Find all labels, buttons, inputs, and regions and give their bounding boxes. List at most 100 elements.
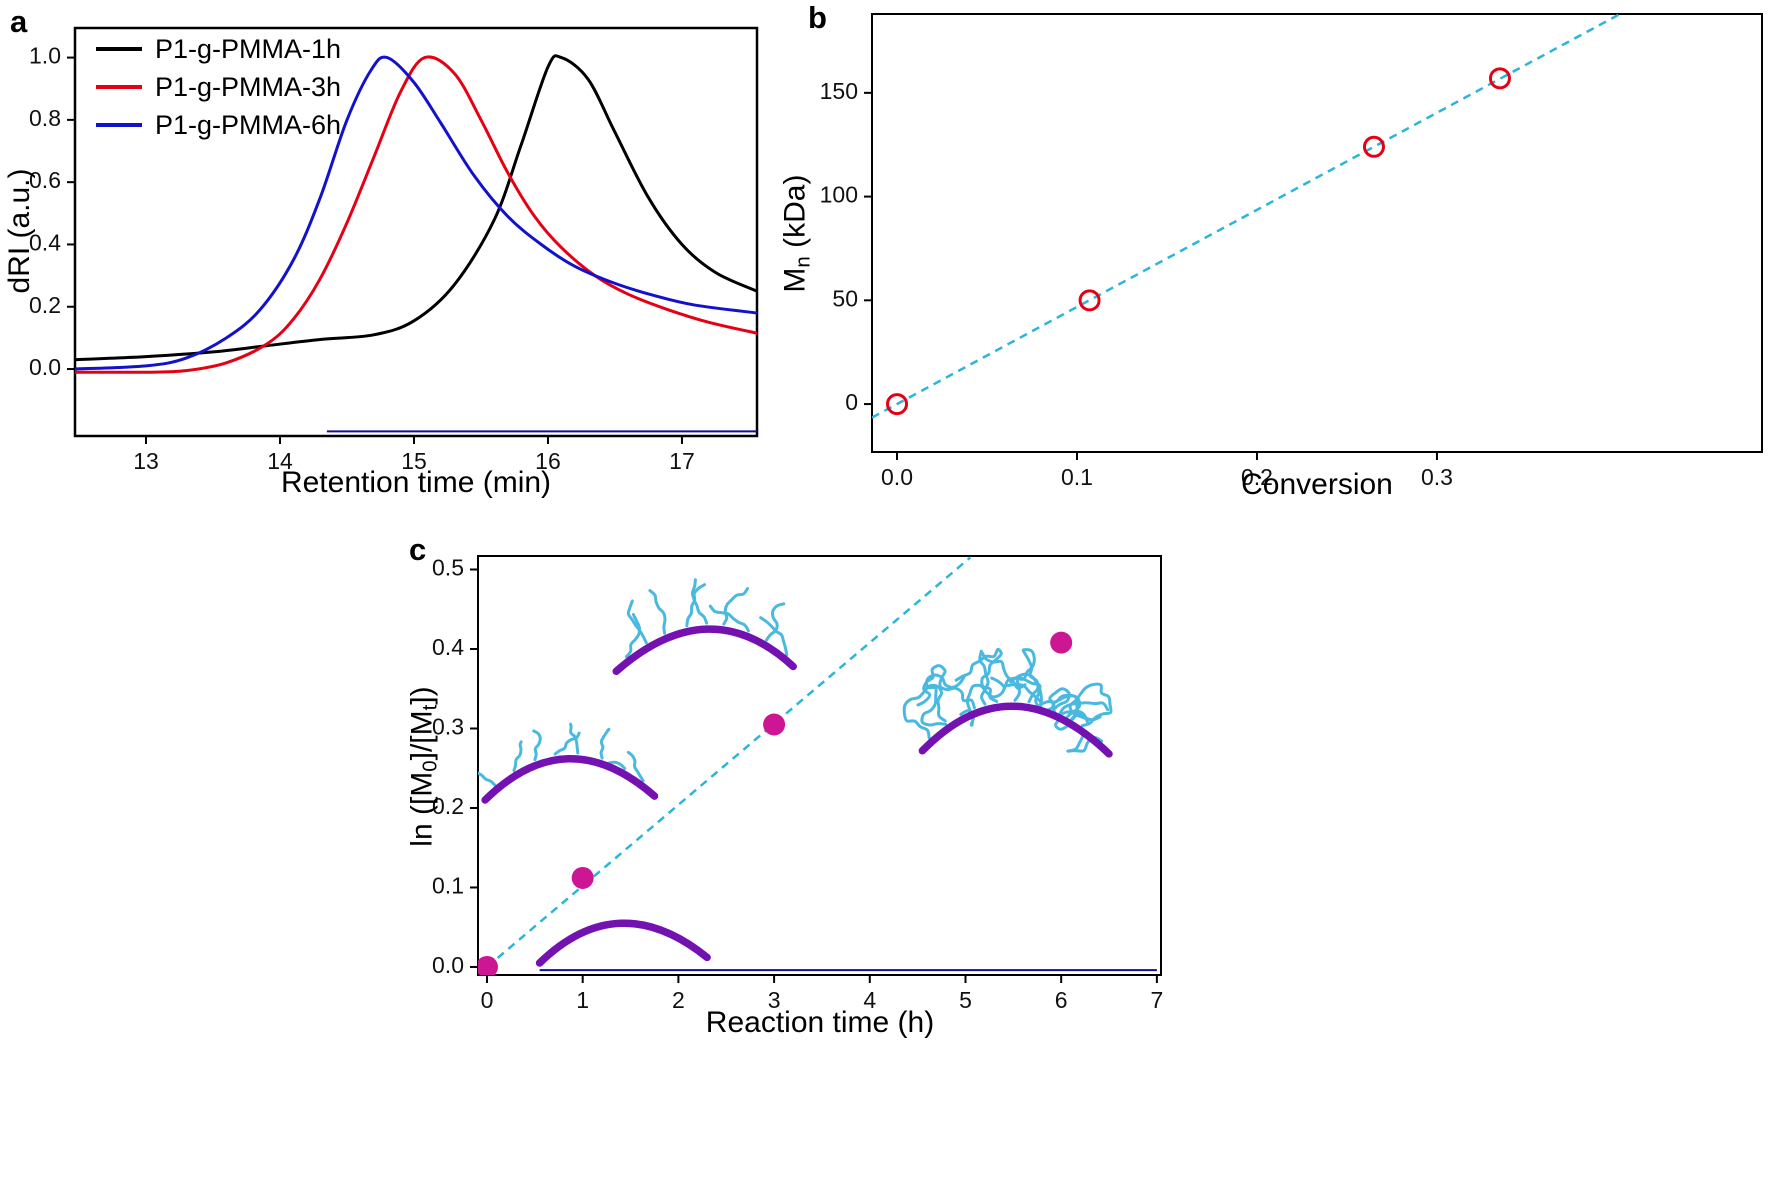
graft-chain (1063, 709, 1104, 753)
graft-chain (512, 740, 523, 773)
x-tick-label: 2 (672, 987, 685, 1013)
panel-a-plot-area (75, 54, 757, 433)
y-tick-label: 0.0 (432, 952, 464, 978)
panel-a-letter: a (10, 4, 28, 39)
panel-b-letter: b (808, 0, 827, 35)
panel-c-ylabel: ln ([M0]/[Mt]) (405, 557, 442, 977)
y-tick-label: 0.3 (432, 714, 464, 740)
x-tick-label: 16 (535, 448, 561, 474)
graft-chain (478, 771, 497, 787)
gpc-trace-p1-g-pmma-1h (75, 54, 757, 362)
graft-chain (708, 604, 750, 633)
axis-label-part: n (792, 256, 815, 268)
legend-label: P1-g-PMMA-6h (155, 109, 342, 140)
panel-b-plot-area (872, 14, 1623, 419)
x-tick-label: 5 (959, 987, 972, 1013)
panel-b-ylabel: Mn (kDa) (778, 24, 815, 444)
graft-chain (626, 599, 648, 645)
graft-chain (599, 727, 611, 760)
y-tick-label: 0.8 (29, 105, 61, 131)
x-tick-label: 4 (863, 987, 876, 1013)
data-point-open-circle (1078, 289, 1101, 312)
medium-graft-chains (612, 578, 797, 676)
axis-label-part: ]) (405, 686, 439, 705)
x-tick-label: 7 (1150, 987, 1163, 1013)
x-tick-label: 1 (576, 987, 589, 1013)
legend-line-red (96, 85, 142, 89)
panel-a-xlabel: Retention time (min) (280, 466, 552, 499)
y-tick-label: 0.4 (29, 230, 61, 256)
data-point-filled-circle (571, 866, 594, 889)
axis-label-part: 0 (419, 760, 442, 772)
axis-label-part: ]/[M (405, 710, 439, 761)
axis-label-part: M (778, 267, 812, 293)
x-tick-label: 14 (267, 448, 293, 474)
panel-c-axes: 0 1 2 3 4 5 6 7 0.0 0.1 0.2 0.3 0.4 0.5 (432, 555, 1163, 1013)
x-tick-label: 6 (1055, 987, 1068, 1013)
legend-item: P1-g-PMMA-3h (96, 68, 341, 106)
y-tick-label: 0.4 (432, 634, 464, 660)
graft-chain (648, 589, 667, 635)
y-tick-label: 0.5 (432, 555, 464, 581)
legend-label: P1-g-PMMA-1h (155, 33, 342, 64)
x-tick-label: 0.0 (881, 464, 913, 490)
legend-label: P1-g-PMMA-3h (155, 71, 342, 102)
graft-chain (532, 729, 542, 762)
axes-box (73, 26, 759, 438)
y-tick-label: 150 (820, 78, 858, 104)
graft-chain (920, 673, 966, 727)
y-tick-label: 0.2 (432, 793, 464, 819)
legend-item: P1-g-PMMA-1h (96, 30, 341, 68)
x-tick-label: 15 (401, 448, 427, 474)
panel-a-axes: 13 14 15 16 17 0.0 0.2 0.4 0.6 0.8 1.0 (29, 26, 759, 474)
y-tick-label: 1.0 (29, 43, 61, 69)
backbone-arc (918, 702, 1113, 758)
axis-label-part: ln ([M (405, 771, 439, 847)
axis-label-part: (kDa) (778, 174, 812, 257)
data-point-open-circle (1488, 67, 1511, 90)
short-graft-chains (478, 722, 659, 804)
x-tick-label: 0 (481, 987, 494, 1013)
legend-item: P1-g-PMMA-6h (96, 106, 341, 144)
graft-chain (902, 683, 947, 740)
gpc-trace-p1-g-pmma-3h (75, 55, 757, 374)
gpc-trace-p1-g-pmma-6h (75, 55, 757, 371)
panel-b-xlabel: Conversion (1241, 468, 1393, 501)
panel-c-xlabel: Reaction time (h) (705, 1006, 935, 1039)
y-tick-label: 100 (820, 182, 858, 208)
linear-fit-line (486, 556, 972, 968)
data-point-filled-circle (1050, 631, 1073, 654)
axes-box (871, 13, 1763, 453)
y-tick-label: 0.0 (29, 354, 61, 380)
graft-chain (1068, 682, 1113, 728)
axes-box (477, 555, 1162, 976)
x-tick-label: 3 (768, 987, 781, 1013)
graft-chain (685, 583, 707, 628)
y-tick-label: 0.6 (29, 167, 61, 193)
graft-chain (759, 616, 789, 657)
x-tick-label: 17 (669, 448, 695, 474)
y-tick-label: 0.1 (432, 873, 464, 899)
graft-chain (569, 722, 580, 755)
panel-a-ylabel: dRI (a.u.) (3, 168, 36, 294)
x-tick-label: 13 (133, 448, 159, 474)
y-tick-label: 0 (845, 389, 858, 415)
panel-c-letter: c (409, 532, 427, 567)
axis-label-part: t (419, 704, 442, 711)
bare-backbone-arc (535, 919, 711, 967)
y-tick-label: 50 (832, 285, 858, 311)
x-tick-label: 0.3 (1421, 464, 1453, 490)
graft-chain (626, 750, 645, 783)
data-point-open-circle (1362, 135, 1385, 158)
graft-chain (624, 613, 641, 659)
long-tangled-graft-chains (902, 647, 1113, 758)
graft-chain (690, 578, 709, 625)
panel-b-axes: 0.0 0.1 0.2 0.3 0 50 100 150 (820, 13, 1763, 490)
graft-chain (954, 647, 1003, 703)
panel-c-plot-area (478, 556, 1157, 975)
graft-chain (722, 587, 749, 626)
y-tick-label: 0.2 (29, 292, 61, 318)
data-point-filled-circle (478, 955, 498, 975)
legend-line-blue (96, 123, 142, 127)
